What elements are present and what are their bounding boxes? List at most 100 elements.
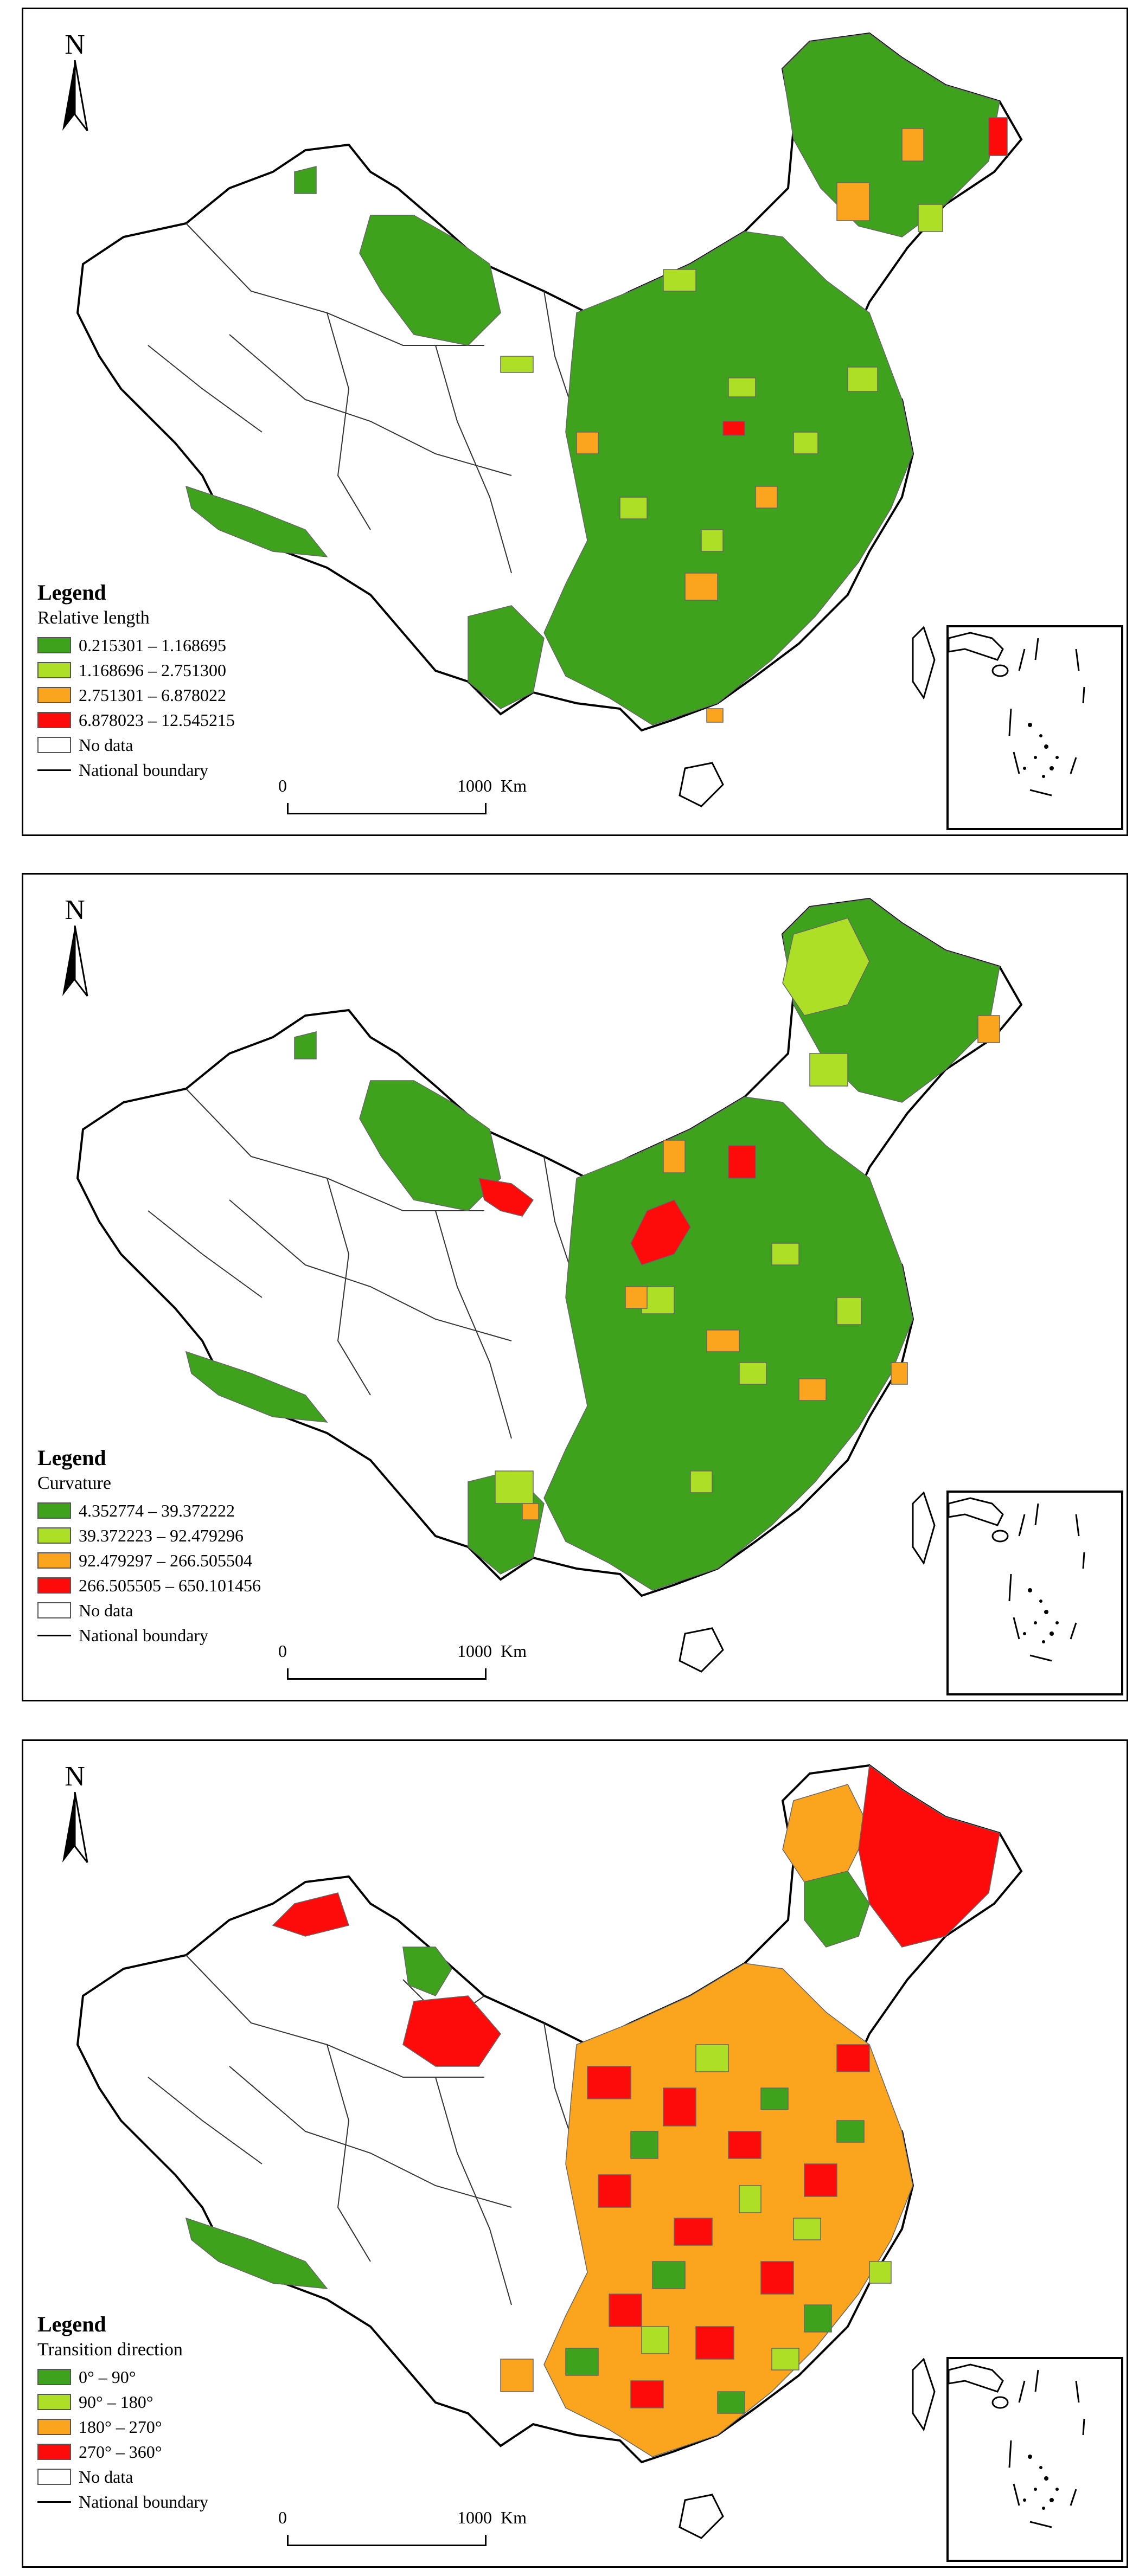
- legend-item-label: 1.168696 – 2.751300: [79, 660, 226, 680]
- legend-item: 6.878023 – 12.545215: [37, 708, 319, 733]
- legend-item-label: National boundary: [79, 1625, 209, 1645]
- legend-swatch: [37, 1527, 71, 1544]
- legend-item-label: National boundary: [79, 2491, 209, 2511]
- boundary-line-swatch: [37, 2501, 71, 2503]
- scale-end: 1000 Km: [457, 776, 527, 795]
- inset-map: [948, 632, 1085, 796]
- scale-start: 0: [278, 2508, 287, 2527]
- legend-item-label: 6.878023 – 12.545215: [79, 710, 235, 730]
- choropleth-regions: [185, 1764, 1000, 2457]
- scale-bar: 0 1000 Km: [278, 2508, 582, 2556]
- legend-item-no-data: No data: [37, 1598, 319, 1623]
- legend: Legend Transition direction 0° – 90° 90°…: [37, 2311, 319, 2514]
- legend-variable: Transition direction: [37, 2340, 183, 2360]
- province-lines: [148, 223, 577, 574]
- province-lines: [148, 1955, 577, 2305]
- legend-item: 266.505505 – 650.101456: [37, 1573, 319, 1598]
- legend-variable: Relative length: [37, 608, 150, 628]
- legend-item-no-data: No data: [37, 733, 319, 757]
- legend-swatch: [37, 2369, 71, 2385]
- legend-item: 270° – 360°: [37, 2439, 319, 2464]
- scale-start: 0: [278, 1641, 287, 1661]
- legend-swatch: [37, 662, 71, 678]
- scale-bar-line: [287, 1668, 487, 1680]
- boundary-line-swatch: [37, 769, 71, 771]
- legend-swatch: [37, 1602, 71, 1618]
- scale-bar-line: [287, 2535, 487, 2546]
- legend-swatch: [37, 1502, 71, 1519]
- legend-item: 180° – 270°: [37, 2414, 319, 2439]
- taiwan-hainan: [679, 2357, 936, 2539]
- legend-title: Legend: [37, 580, 106, 605]
- legend-swatch: [37, 712, 71, 728]
- legend-swatch: [37, 2394, 71, 2410]
- taiwan-hainan: [679, 1491, 936, 1673]
- scale-end: 1000 Km: [457, 2508, 527, 2527]
- scale-bar: 0 1000 Km: [278, 776, 582, 825]
- north-label: N: [65, 1761, 85, 1792]
- legend-item: 4.352774 – 39.372222: [37, 1498, 319, 1523]
- legend: Legend Curvature 4.352774 – 39.372222 39…: [37, 1445, 319, 1648]
- china-map: [76, 1764, 1023, 2539]
- map-panel-relative-length: N Legend Relative length 0.215301 – 1.16…: [22, 8, 1128, 836]
- legend-item-label: 90° – 180°: [79, 2392, 153, 2412]
- legend-item: 2.751301 – 6.878022: [37, 683, 319, 708]
- legend-item-label: 0.215301 – 1.168695: [79, 635, 226, 655]
- legend-swatch: [37, 1552, 71, 1569]
- north-arrow-icon: [62, 926, 88, 997]
- legend-swatch: [37, 687, 71, 703]
- north-label: N: [65, 895, 85, 926]
- inset-map: [948, 2363, 1085, 2528]
- legend-item-label: 92.479297 – 266.505504: [79, 1550, 252, 1570]
- legend-swatch: [37, 2444, 71, 2460]
- legend-item-label: 39.372223 – 92.479296: [79, 1525, 244, 1545]
- south-china-sea-inset: [946, 1491, 1123, 1695]
- legend-title: Legend: [37, 1446, 106, 1470]
- legend: Legend Relative length 0.215301 – 1.1686…: [37, 580, 319, 782]
- north-arrow: N: [56, 30, 94, 138]
- choropleth-regions: [185, 898, 1000, 1591]
- south-china-sea-inset: [946, 2357, 1123, 2562]
- legend-item-label: No data: [79, 735, 133, 755]
- north-arrow: N: [56, 1762, 94, 1870]
- legend-swatch: [37, 2469, 71, 2485]
- legend-swatch: [37, 737, 71, 753]
- map-panel-transition-direction: N Legend Transition direction 0° – 90° 9…: [22, 1739, 1128, 2568]
- legend-swatch: [37, 637, 71, 653]
- legend-item-label: National boundary: [79, 760, 209, 780]
- legend-item: 1.168696 – 2.751300: [37, 658, 319, 683]
- legend-item: 92.479297 – 266.505504: [37, 1548, 319, 1573]
- legend-variable: Curvature: [37, 1473, 111, 1493]
- choropleth-regions: [185, 33, 1008, 725]
- inset-map: [948, 1497, 1085, 1662]
- boundary-line-swatch: [37, 1634, 71, 1636]
- legend-item-label: 270° – 360°: [79, 2442, 162, 2462]
- north-label: N: [65, 29, 85, 60]
- china-map: [76, 897, 1023, 1673]
- scale-bar: 0 1000 Km: [278, 1641, 582, 1690]
- legend-item: 0° – 90°: [37, 2365, 319, 2389]
- legend-item-label: No data: [79, 2466, 133, 2487]
- south-china-sea-inset: [946, 625, 1123, 830]
- legend-item-label: 180° – 270°: [79, 2417, 162, 2437]
- scale-start: 0: [278, 776, 287, 795]
- legend-item: 90° – 180°: [37, 2389, 319, 2414]
- legend-item-label: 2.751301 – 6.878022: [79, 685, 226, 705]
- legend-item-boundary: National boundary: [37, 2489, 319, 2514]
- legend-item: 0.215301 – 1.168695: [37, 633, 319, 658]
- legend-item-boundary: National boundary: [37, 757, 319, 782]
- china-map: [76, 32, 1023, 807]
- legend-item-no-data: No data: [37, 2464, 319, 2489]
- legend-item-label: 266.505505 – 650.101456: [79, 1575, 261, 1595]
- legend-item-label: No data: [79, 1600, 133, 1620]
- north-arrow-icon: [62, 60, 88, 131]
- legend-swatch: [37, 2419, 71, 2435]
- taiwan-hainan: [679, 626, 936, 807]
- legend-title: Legend: [37, 2312, 106, 2336]
- legend-item-label: 4.352774 – 39.372222: [79, 1500, 235, 1520]
- map-panel-curvature: N Legend Curvature 4.352774 – 39.372222 …: [22, 873, 1128, 1701]
- legend-item-label: 0° – 90°: [79, 2367, 136, 2387]
- legend-item-boundary: National boundary: [37, 1623, 319, 1648]
- north-arrow-icon: [62, 1792, 88, 1863]
- north-arrow: N: [56, 895, 94, 1004]
